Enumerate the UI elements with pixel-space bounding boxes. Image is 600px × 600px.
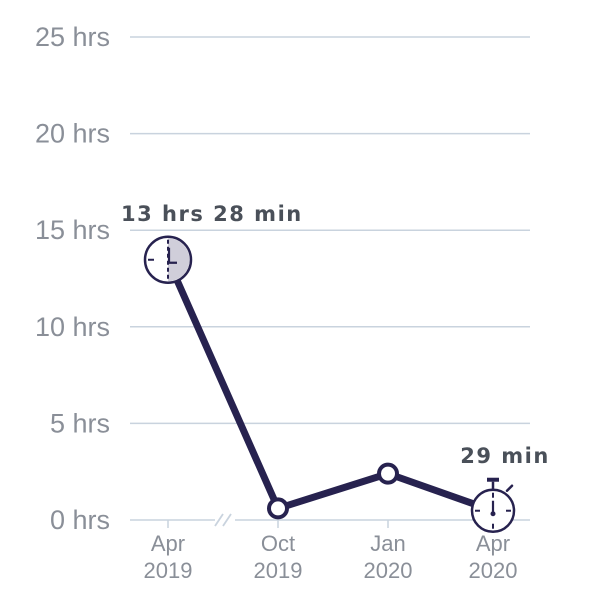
stopwatch-pivot bbox=[490, 511, 496, 517]
axis-break bbox=[214, 513, 235, 527]
clock-icon bbox=[143, 235, 193, 285]
clock-elapsed-fill bbox=[168, 238, 190, 282]
y-tick-label: 0 hrs bbox=[50, 505, 110, 535]
stopwatch-crown bbox=[505, 484, 514, 492]
x-tick-label-year: 2020 bbox=[364, 558, 413, 583]
series-line bbox=[164, 256, 497, 515]
x-tick-label-year: 2019 bbox=[254, 558, 303, 583]
y-tick-label: 25 hrs bbox=[35, 22, 110, 52]
y-tick-label: 10 hrs bbox=[35, 312, 110, 342]
stopwatch-button bbox=[487, 477, 499, 482]
x-tick-label-year: 2020 bbox=[469, 558, 518, 583]
x-tick-label-year: 2019 bbox=[144, 558, 193, 583]
x-tick-label-month: Apr bbox=[476, 531, 510, 556]
x-tick-label-month: Oct bbox=[261, 531, 295, 556]
y-tick-label: 5 hrs bbox=[50, 408, 110, 438]
y-tick-label: 20 hrs bbox=[35, 119, 110, 149]
axis-break-slash bbox=[222, 513, 232, 527]
data-point bbox=[267, 497, 289, 520]
axis-break-gap bbox=[215, 517, 235, 523]
data-labels: 13 hrs 28 min 29 min bbox=[121, 202, 550, 468]
y-axis-ticks: 0 hrs 5 hrs 10 hrs 15 hrs 20 hrs 25 hrs bbox=[35, 22, 110, 535]
data-label: 29 min bbox=[460, 444, 550, 468]
x-tick-label-month: Apr bbox=[151, 531, 185, 556]
stopwatch-icon bbox=[470, 477, 516, 533]
x-tick-label-month: Jan bbox=[370, 531, 405, 556]
series-markers bbox=[143, 235, 516, 533]
clock-hands bbox=[167, 247, 177, 264]
axis-break-slash bbox=[214, 513, 224, 527]
data-label: 13 hrs 28 min bbox=[121, 202, 303, 226]
data-point bbox=[377, 462, 399, 485]
series-hours bbox=[164, 256, 497, 515]
y-tick-label: 15 hrs bbox=[35, 215, 110, 245]
